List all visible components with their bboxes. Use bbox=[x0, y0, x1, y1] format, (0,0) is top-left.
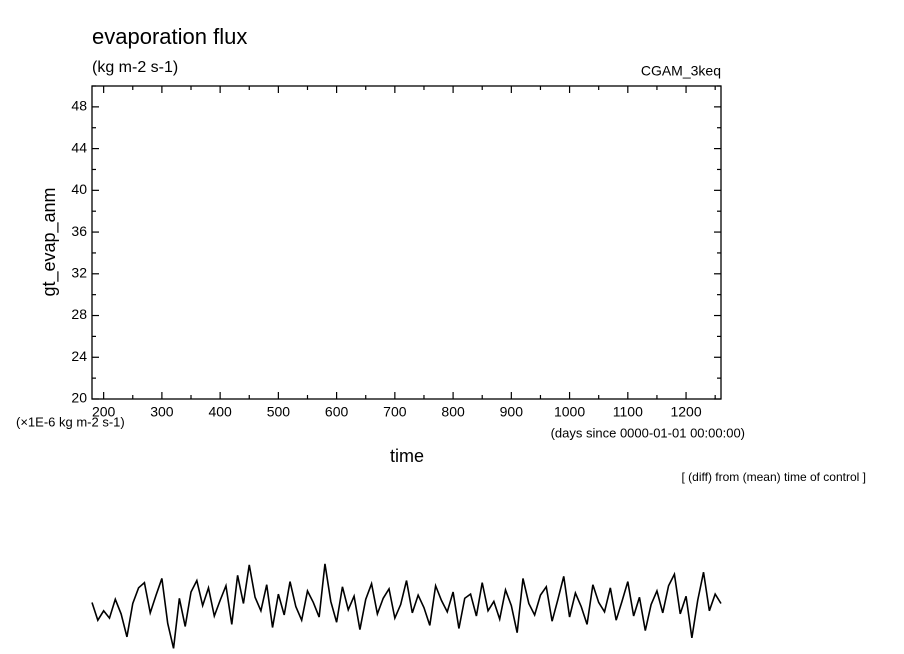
chart-subtitle: (kg m-2 s-1) bbox=[92, 59, 178, 76]
x-axis-label: time bbox=[390, 446, 424, 466]
y-tick-label: 28 bbox=[71, 306, 87, 322]
x-tick-label: 900 bbox=[500, 404, 524, 420]
run-name: CGAM_3keq bbox=[641, 63, 721, 79]
y-tick-label: 48 bbox=[71, 98, 87, 114]
x-tick-label: 400 bbox=[208, 404, 232, 420]
x-tick-label: 200 bbox=[92, 404, 116, 420]
y-tick-label: 20 bbox=[71, 390, 87, 406]
chart-title: evaporation flux bbox=[92, 24, 247, 49]
data-line bbox=[91, 563, 722, 649]
y-tick-label: 40 bbox=[71, 181, 87, 197]
y-tick-label: 32 bbox=[71, 265, 87, 281]
x-unit-note: (days since 0000-01-01 00:00:00) bbox=[551, 425, 745, 440]
x-tick-label: 800 bbox=[441, 404, 465, 420]
y-tick-label: 36 bbox=[71, 223, 87, 239]
x-tick-label: 600 bbox=[325, 404, 349, 420]
x-tick-label: 300 bbox=[150, 404, 174, 420]
y-axis-label: gt_evap_anm bbox=[39, 187, 60, 296]
footnote: [ (diff) from (mean) time of control ] bbox=[682, 470, 867, 484]
y-tick-label: 44 bbox=[71, 139, 87, 155]
x-tick-label: 1200 bbox=[670, 404, 701, 420]
y-tick-label: 24 bbox=[71, 348, 87, 364]
x-tick-label: 1100 bbox=[613, 404, 643, 420]
y-unit-note: (×1E-6 kg m-2 s-1) bbox=[16, 414, 125, 429]
x-tick-label: 1000 bbox=[554, 404, 585, 420]
plot-frame bbox=[91, 85, 722, 400]
x-tick-label: 500 bbox=[267, 404, 291, 420]
x-tick-label: 700 bbox=[383, 404, 407, 420]
